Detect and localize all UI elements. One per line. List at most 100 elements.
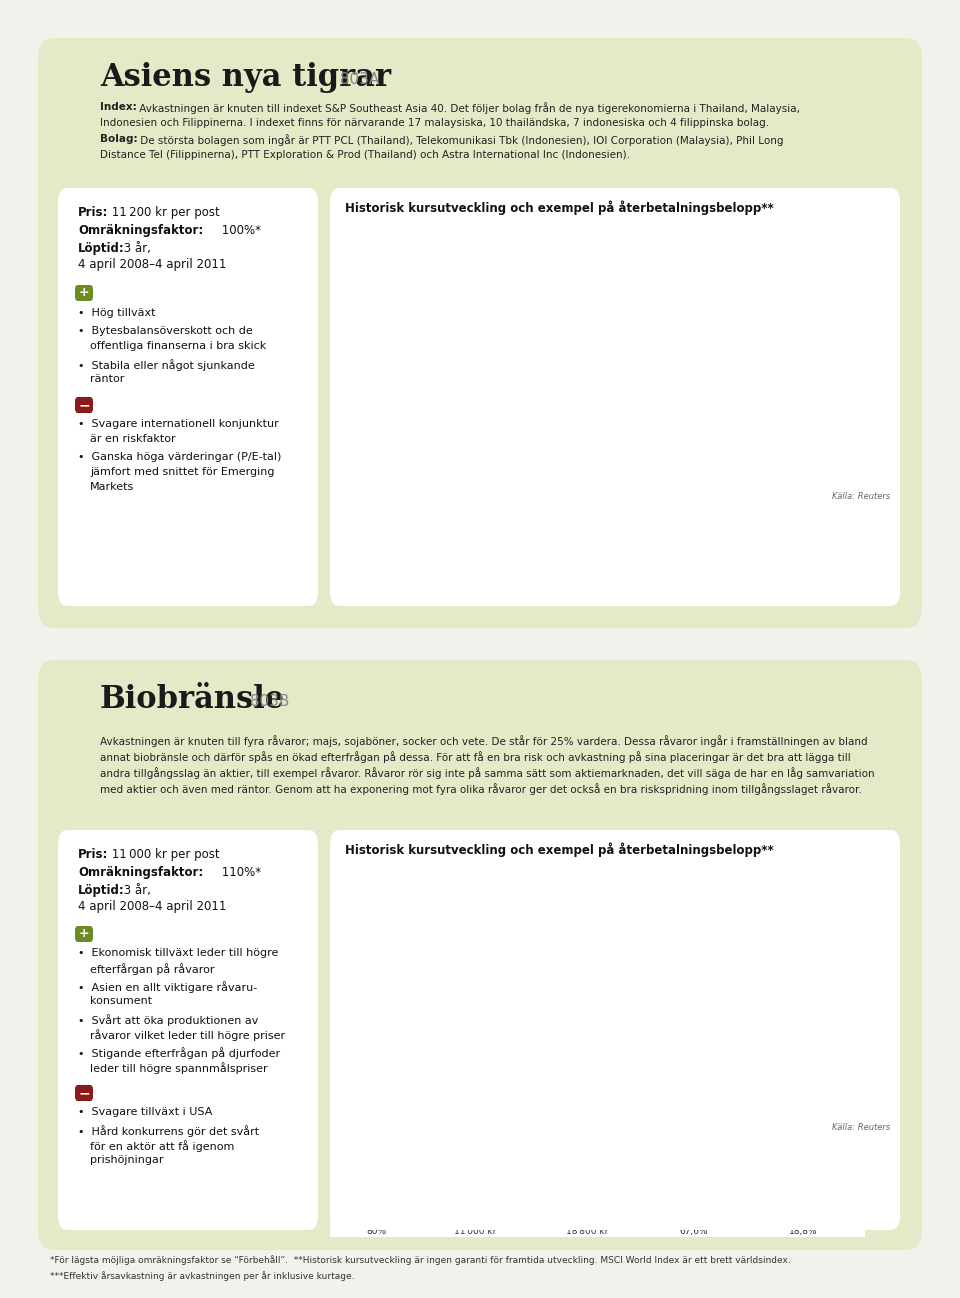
Text: Återbetalnings-: Återbetalnings- — [554, 1142, 621, 1153]
Text: 80%: 80% — [366, 1227, 386, 1236]
Bar — [422, 1225, 529, 1237]
Text: 60%: 60% — [366, 1215, 386, 1224]
Bar — [747, 566, 870, 578]
Bar — [652, 544, 747, 556]
Bar — [534, 556, 652, 566]
Text: •  Stabila eller något sjunkande: • Stabila eller något sjunkande — [78, 360, 254, 371]
Text: -10,9%: -10,9% — [678, 1180, 710, 1189]
Text: -3,8%: -3,8% — [790, 1180, 816, 1189]
Text: 16 600 kr: 16 600 kr — [566, 1215, 609, 1224]
Text: andra tillgångsslag än aktier, till exempel råvaror. Råvaror rör sig inte på sam: andra tillgångsslag än aktier, till exem… — [100, 767, 875, 779]
Bar — [529, 1179, 646, 1190]
Bar — [741, 1179, 865, 1190]
Text: De största bolagen som ingår är PTT PCL (Thailand), Telekomunikasi Tbk (Indonesi: De största bolagen som ingår är PTT PCL … — [137, 134, 783, 145]
Text: 11 000 kr: 11 000 kr — [454, 1227, 496, 1236]
Bar — [529, 1214, 646, 1225]
Legend: Biobränsle, MSCI World Index: Biobränsle, MSCI World Index — [385, 889, 493, 912]
Bar — [335, 505, 427, 532]
Bar — [747, 589, 870, 601]
Bar — [646, 1225, 741, 1237]
Text: Indonesien och Filippinerna. I indexet finns för närvarande 17 malaysiska, 10 th: Indonesien och Filippinerna. I indexet f… — [100, 118, 769, 129]
Bar — [747, 532, 870, 544]
Bar — [741, 1190, 865, 1202]
Bar — [422, 1179, 529, 1190]
Text: 13,9%: 13,9% — [789, 1215, 818, 1224]
Text: 11 200 kr: 11 200 kr — [460, 579, 502, 588]
Bar — [330, 1225, 422, 1237]
Bar — [422, 1214, 529, 1225]
Text: +: + — [79, 286, 89, 299]
Bar — [534, 532, 652, 544]
Text: Källa: Reuters: Källa: Reuters — [831, 1123, 890, 1132]
Text: 14 400 kr: 14 400 kr — [566, 1203, 609, 1212]
Text: −: − — [78, 1086, 90, 1099]
Bar — [427, 589, 534, 601]
Text: +: + — [79, 927, 89, 940]
Text: •  Stigande efterfrågan på djurfoder: • Stigande efterfrågan på djurfoder — [78, 1047, 280, 1059]
Text: 3 år,: 3 år, — [120, 884, 151, 897]
Text: •  Svagare tillväxt i USA: • Svagare tillväxt i USA — [78, 1107, 212, 1118]
Text: 40%: 40% — [366, 1203, 386, 1212]
Text: Kursutveckling: Kursutveckling — [348, 514, 414, 523]
Text: Löptid:: Löptid: — [78, 884, 125, 897]
Text: •  Svagare internationell konjunktur: • Svagare internationell konjunktur — [78, 419, 278, 430]
Text: efterfårgan på råvaror: efterfårgan på råvaror — [90, 963, 214, 975]
Bar — [422, 1190, 529, 1202]
Text: *För lägsta möjliga omräkningsfaktor se “Förbehåll”.  **Historisk kursutveckling: *För lägsta möjliga omräkningsfaktor se … — [50, 1255, 791, 1264]
Text: Effektiv årlig: Effektiv årlig — [780, 508, 836, 518]
Text: •  Hård konkurrens gör det svårt: • Hård konkurrens gör det svårt — [78, 1125, 259, 1137]
Text: -4,3%: -4,3% — [795, 533, 821, 543]
Text: 11 000 kr: 11 000 kr — [454, 1203, 496, 1212]
Text: 48,0%: 48,0% — [680, 1215, 708, 1224]
Text: konsument: konsument — [90, 996, 152, 1006]
Text: 4 april 2008–4 april 2011: 4 april 2008–4 april 2011 — [78, 258, 227, 271]
Text: 5,0%: 5,0% — [687, 556, 710, 565]
Text: Avkastning: Avkastning — [670, 1149, 718, 1158]
Text: •  Ganska höga värderingar (P/E-tal): • Ganska höga värderingar (P/E-tal) — [78, 452, 281, 462]
Text: leder till högre spannmålspriser: leder till högre spannmålspriser — [90, 1062, 268, 1073]
Bar — [422, 1167, 529, 1179]
Text: 11 200 kr per post: 11 200 kr per post — [108, 206, 220, 219]
Text: 10 000 kr: 10 000 kr — [566, 1168, 609, 1177]
Text: Markets: Markets — [90, 482, 134, 492]
Text: Historisk kursutveckling och exempel på återbetalningsbelopp**: Historisk kursutveckling och exempel på … — [345, 842, 774, 857]
Text: 11 200 kr: 11 200 kr — [460, 567, 502, 576]
Text: 8,7%: 8,7% — [792, 1203, 815, 1212]
Bar — [335, 556, 427, 566]
Bar — [652, 589, 747, 601]
Text: 22,5%: 22,5% — [684, 567, 713, 576]
Text: 40,1%: 40,1% — [684, 579, 713, 588]
Text: 18 800 kr: 18 800 kr — [566, 1227, 609, 1236]
Text: •  Ekonomisk tillväxt leder till högre: • Ekonomisk tillväxt leder till högre — [78, 948, 278, 958]
Text: ***Effektiv årsavkastning är avkastningen per år inklusive kurtage.: ***Effektiv årsavkastning är avkastninge… — [50, 1271, 354, 1281]
Bar — [427, 566, 534, 578]
Text: Omräkningsfaktor:: Omräkningsfaktor: — [78, 225, 204, 238]
Bar — [529, 1190, 646, 1202]
Bar — [529, 1167, 646, 1179]
Bar — [747, 556, 870, 566]
Bar — [652, 505, 747, 532]
Bar — [646, 1179, 741, 1190]
Text: jämfort med snittet för Emerging: jämfort med snittet för Emerging — [90, 467, 275, 476]
Text: -3,8%: -3,8% — [790, 1168, 816, 1177]
Text: 40%: 40% — [372, 567, 392, 576]
Bar — [335, 589, 427, 601]
Text: 11 000 kr: 11 000 kr — [454, 1168, 496, 1177]
Text: •  Hög tillväxt: • Hög tillväxt — [78, 308, 156, 318]
Text: 1,7%: 1,7% — [797, 556, 820, 565]
Text: Återbetalnings-: Återbetalnings- — [559, 508, 626, 518]
Bar — [427, 556, 534, 566]
Text: 18 000 kr: 18 000 kr — [571, 591, 613, 600]
Text: 11 200 kr: 11 200 kr — [460, 591, 502, 600]
Text: Avkastningen är knuten till indexet S&P Southeast Asia 40. Det följer bolag från: Avkastningen är knuten till indexet S&P … — [136, 103, 800, 114]
Text: 100%*: 100%* — [218, 225, 261, 238]
Bar — [741, 1167, 865, 1179]
Text: offentliga finanserna i bra skick: offentliga finanserna i bra skick — [90, 341, 266, 350]
Bar — [741, 1202, 865, 1214]
Text: räntor: räntor — [90, 374, 125, 384]
Bar — [427, 532, 534, 544]
Text: -20%: -20% — [370, 533, 393, 543]
Text: 4 april 2008–4 april 2011: 4 april 2008–4 april 2011 — [78, 900, 227, 912]
Text: annat biobränsle och därför spås en ökad efterfrågan på dessa. För att få en bra: annat biobränsle och därför spås en ökad… — [100, 752, 851, 763]
Bar — [422, 1202, 529, 1214]
